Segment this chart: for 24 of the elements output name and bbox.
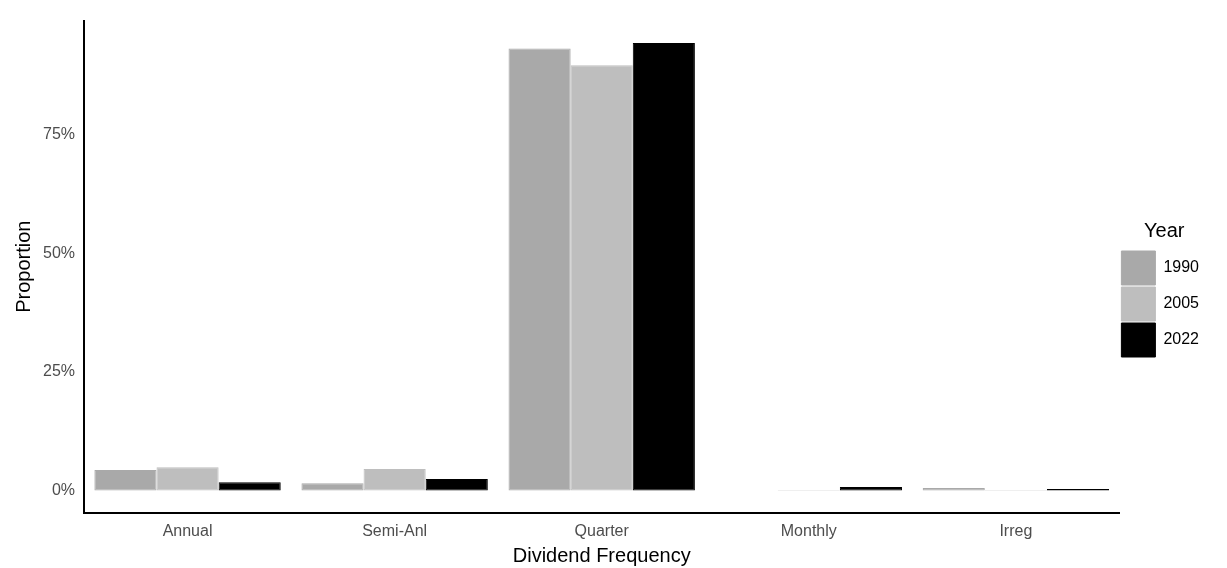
bar	[508, 48, 571, 491]
legend-label: 2005	[1163, 294, 1200, 312]
x-tick-label: Quarter	[574, 521, 630, 539]
legend-label: 2022	[1163, 330, 1200, 348]
x-tick-label: Semi-Anl	[362, 521, 428, 539]
bar	[570, 65, 633, 491]
bar	[425, 479, 488, 491]
legend-label: 1990	[1163, 258, 1200, 276]
bar	[363, 469, 426, 491]
bar	[94, 470, 157, 491]
x-axis-title: Dividend Frequency	[512, 543, 691, 566]
bar	[156, 467, 219, 491]
y-tick-label: 75%	[42, 125, 76, 143]
y-tick-label: 0%	[51, 480, 76, 498]
bar	[218, 482, 281, 491]
bar	[632, 42, 695, 491]
legend-title: Year	[1143, 218, 1185, 241]
y-axis-title: Proportion	[11, 220, 34, 313]
bar	[301, 483, 364, 491]
y-tick-label: 25%	[42, 362, 76, 380]
y-tick-label: 50%	[42, 243, 76, 261]
x-tick-label: Annual	[162, 521, 213, 539]
x-tick-label: Irreg	[999, 521, 1033, 539]
x-tick-label: Monthly	[780, 521, 837, 539]
